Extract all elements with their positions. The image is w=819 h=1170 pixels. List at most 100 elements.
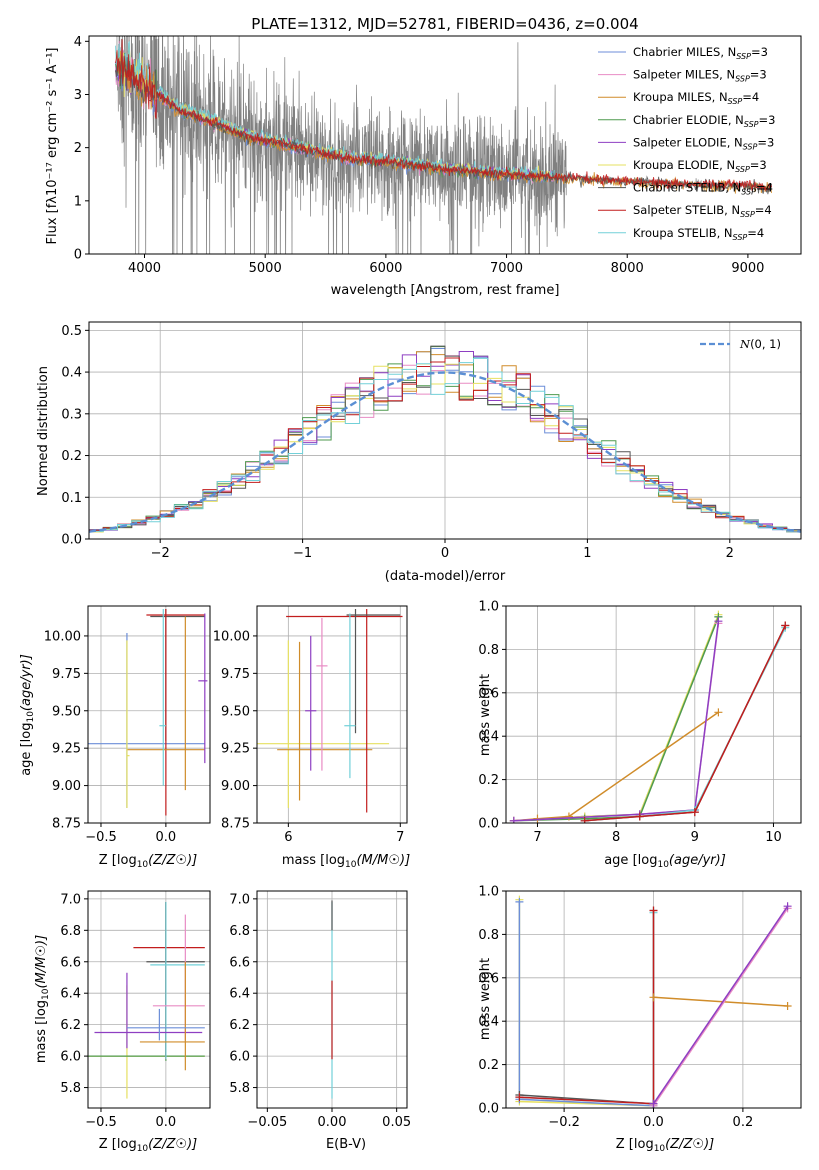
weight-line-7 xyxy=(584,627,786,822)
weight-marker-8-3 xyxy=(781,621,790,630)
data-layer xyxy=(88,608,208,816)
x-tick-label: 7 xyxy=(533,830,541,845)
weight-vs-age-xlabel: age [log10(age/yr)] xyxy=(604,853,726,870)
data-layer xyxy=(115,36,773,254)
residuals-legend: N(0, 1) xyxy=(700,337,781,351)
y-tick-label: 0.2 xyxy=(478,1058,499,1073)
y-tick-label: 1 xyxy=(74,194,82,209)
weight-line-6 xyxy=(652,907,789,1107)
x-tick-label: −0.5 xyxy=(85,1115,117,1130)
y-tick-label: 9.00 xyxy=(52,779,81,794)
x-tick-label: −2 xyxy=(151,546,170,561)
mass-vs-Z-axes: −0.5 0.0 5.8 6.0 6.2 6.4 6.6 6.8 7.0 xyxy=(60,890,211,1130)
weight-vs-age-plot-area xyxy=(506,605,801,824)
legend-entry-3: Chabrier ELODIE, NSSP=3 xyxy=(633,113,775,129)
data-layer xyxy=(509,610,790,823)
y-tick-label: 9.25 xyxy=(221,742,250,757)
y-tick-label: 9.00 xyxy=(221,779,250,794)
y-tick-label: 1.0 xyxy=(478,885,499,900)
x-tick-label: −0.2 xyxy=(548,1115,580,1130)
x-tick-label: 0.05 xyxy=(382,1115,411,1130)
legend-entry-6: Chabrier STELIB, NSSP=4 xyxy=(633,181,773,197)
y-tick-label: 6.2 xyxy=(60,1018,81,1033)
age-vs-mass-axes: 6 7 8.75 9.00 9.25 9.50 9.75 10.00 xyxy=(213,605,408,845)
age-vs-Z-axes: −0.5 0.0 8.75 9.00 9.25 9.50 9.75 10.00 xyxy=(44,605,211,845)
x-tick-label: 6 xyxy=(284,830,292,845)
weight-marker-3-3 xyxy=(714,708,723,717)
y-tick-label: 2 xyxy=(74,141,82,156)
weight-marker-5-0 xyxy=(649,993,658,1002)
y-tick-label: 4 xyxy=(74,35,82,50)
spectrum-panel: 4000 5000 6000 7000 8000 9000 0 1 2 3 4 PLATE=1312… xyxy=(45,15,802,298)
y-tick-label: 1.0 xyxy=(478,600,499,615)
y-tick-label: 6.2 xyxy=(229,1018,250,1033)
mass-vs-EBV-xlabel: E(B-V) xyxy=(326,1137,366,1152)
y-tick-label: 9.25 xyxy=(52,742,81,757)
y-tick-label: 6.0 xyxy=(229,1050,250,1065)
weight-vs-Z-panel: −0.2 0.0 0.2 0.0 0.2 0.4 0.6 0.8 1.0 Z [log10(Z/… xyxy=(478,885,802,1154)
x-tick-label: 10 xyxy=(765,830,782,845)
spectrum-title: PLATE=1312, MJD=52781, FIBERID=0436, z=0… xyxy=(251,15,638,33)
weight-marker-4-2 xyxy=(649,906,658,915)
x-tick-label: 4000 xyxy=(128,261,161,276)
y-tick-label: 6.4 xyxy=(229,987,250,1002)
x-tick-label: 0 xyxy=(441,546,449,561)
model-spectrum-6 xyxy=(115,56,773,195)
y-tick-label: 5.8 xyxy=(60,1081,81,1096)
weight-line-7 xyxy=(652,905,789,1105)
weight-line-5 xyxy=(513,621,720,822)
y-tick-label: 6.8 xyxy=(60,924,81,939)
y-tick-label: 5.8 xyxy=(229,1081,250,1096)
y-tick-label: 6.0 xyxy=(60,1050,81,1065)
y-tick-label: 0 xyxy=(74,248,82,263)
y-tick-label: 8.75 xyxy=(221,817,250,832)
legend-entry-4: Salpeter ELODIE, NSSP=3 xyxy=(633,135,774,151)
weight-vs-Z-axes: −0.2 0.0 0.2 0.0 0.2 0.4 0.6 0.8 1.0 xyxy=(478,885,802,1130)
y-tick-label: 0.2 xyxy=(61,449,82,464)
x-tick-label: −0.5 xyxy=(85,830,117,845)
y-tick-label: 0.4 xyxy=(61,366,82,381)
y-tick-label: 9.50 xyxy=(221,704,250,719)
weight-vs-Z-ylabel: mass weight xyxy=(478,958,493,1040)
spectrum-axes: 4000 5000 6000 7000 8000 9000 0 1 2 3 4 xyxy=(74,35,802,276)
y-tick-label: 0.8 xyxy=(478,643,499,658)
residuals-plot-area xyxy=(89,322,801,540)
axes-frame xyxy=(505,890,802,1109)
y-tick-label: 0.4 xyxy=(478,730,499,745)
weight-vs-Z-xlabel: Z [log10(Z/Z☉)] xyxy=(616,1137,714,1154)
x-tick-label: 7 xyxy=(396,830,404,845)
spectrum-legend: Chabrier MILES, NSSP=3 Salpeter MILES, NS… xyxy=(598,45,775,242)
legend-entry-8: Kroupa STELIB, NSSP=4 xyxy=(633,226,764,242)
data-layer xyxy=(88,902,205,1099)
mass-vs-Z-plot-area xyxy=(88,891,210,1108)
y-tick-label: 6.6 xyxy=(60,955,81,970)
model-spectrum-7 xyxy=(115,39,773,192)
y-tick-label: 8.75 xyxy=(52,817,81,832)
age-vs-Z-plot-area xyxy=(88,606,210,824)
data-layer xyxy=(257,608,403,813)
y-tick-label: 6.8 xyxy=(229,924,250,939)
residuals-panel: −2 −1 0 1 2 0.0 0.1 0.2 0.3 0.4 0.5 (data-model)/e… xyxy=(36,321,802,584)
axes-frame xyxy=(256,605,408,824)
mass-vs-EBV-axes: −0.05 0.00 0.05 5.8 6.0 6.2 6.4 6.6 6.8 7.0 xyxy=(229,890,411,1130)
x-tick-label: 0.2 xyxy=(733,1115,754,1130)
data-layer xyxy=(89,345,801,533)
y-tick-label: 6.6 xyxy=(229,955,250,970)
legend-entry-5: Kroupa ELODIE, NSSP=3 xyxy=(633,158,767,174)
data-layer xyxy=(515,895,792,1108)
weight-marker-3-2 xyxy=(564,812,573,821)
y-tick-label: 9.75 xyxy=(221,667,250,682)
y-tick-label: 0.5 xyxy=(61,324,82,339)
y-tick-label: 0.3 xyxy=(61,407,82,422)
y-tick-label: 0.1 xyxy=(61,491,82,506)
legend-entry-7: Salpeter STELIB, NSSP=4 xyxy=(633,203,772,219)
mass-vs-Z-ylabel: mass [log10(M/M☉)] xyxy=(34,935,51,1063)
x-tick-label: 0.00 xyxy=(318,1115,347,1130)
x-tick-label: 8000 xyxy=(611,261,644,276)
weight-marker-5-3 xyxy=(714,617,723,626)
weight-marker-8-1 xyxy=(635,812,644,821)
x-tick-label: 2 xyxy=(726,546,734,561)
x-tick-label: −1 xyxy=(293,546,312,561)
y-tick-label: 0.6 xyxy=(478,971,499,986)
